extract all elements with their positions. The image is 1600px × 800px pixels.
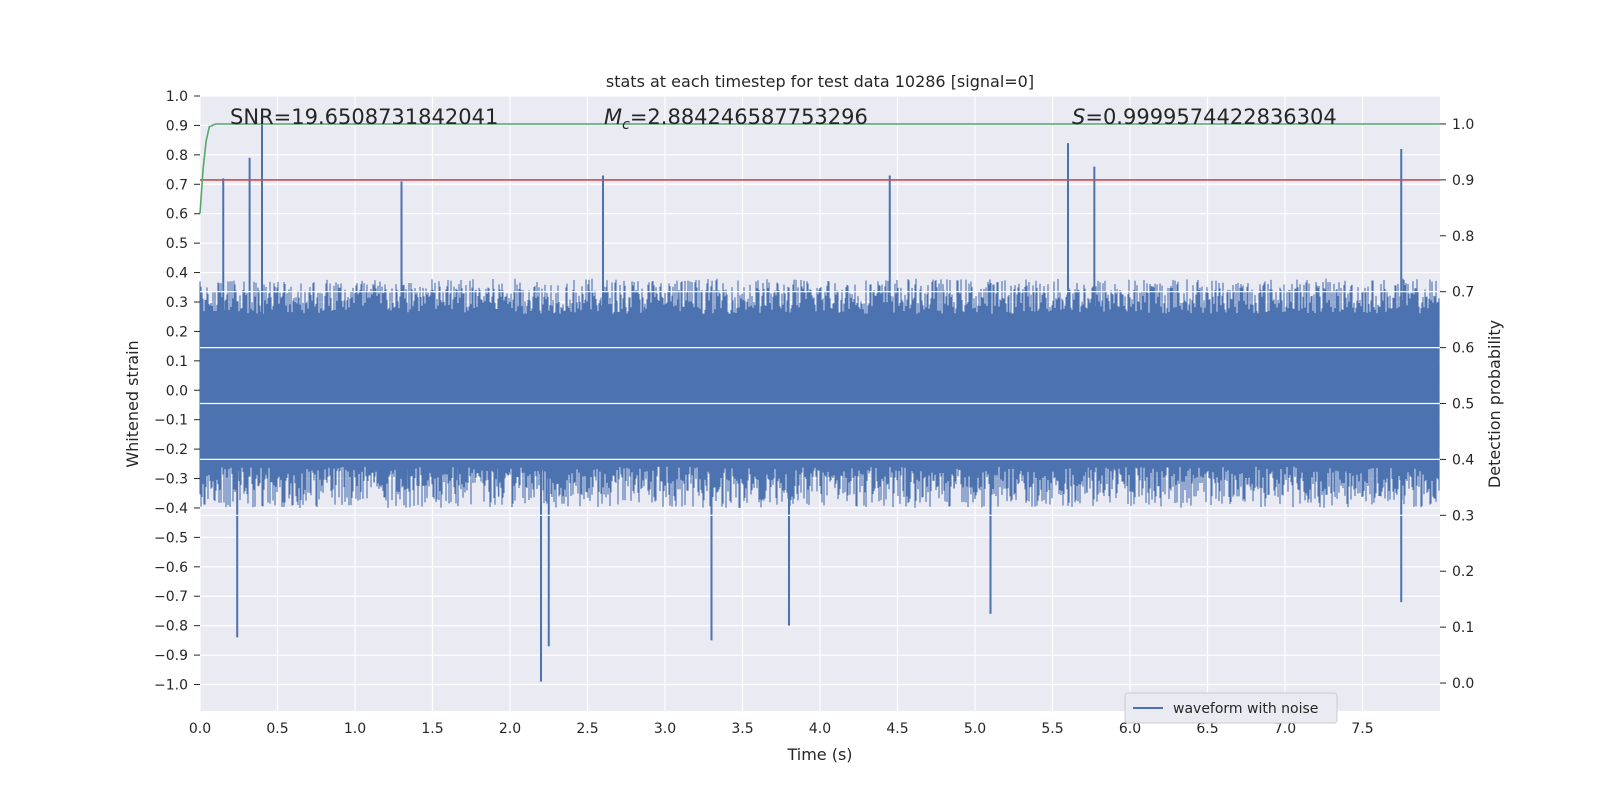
y-left-tick-label: −0.3 (154, 472, 188, 488)
x-tick-label: 4.0 (809, 721, 831, 737)
x-tick-label: 2.0 (499, 721, 521, 737)
y-left-tick-label: −0.1 (154, 413, 188, 429)
y-left-tick-label: 0.2 (166, 324, 188, 340)
y-left-ticks: 1.0 0.9 0.8 0.7 0.6 0.5 0.4 0.3 0.2 0.1 0.0 −0.1 −0.… (154, 89, 200, 694)
mc-subscript: c (622, 117, 630, 133)
x-tick-label: 6.0 (1119, 721, 1141, 737)
y-left-tick-label: −0.2 (154, 442, 188, 458)
y-right-tick-label: 0.0 (1452, 676, 1474, 692)
y-left-tick-label: −0.9 (154, 648, 188, 664)
chart-title: stats at each timestep for test data 102… (606, 72, 1034, 91)
y-left-tick-label: 0.1 (166, 354, 188, 370)
y-left-tick-label: 0.0 (166, 383, 188, 399)
y-right-tick-label: 0.7 (1452, 285, 1474, 301)
y-right-axis-label: Detection probability (1485, 320, 1504, 488)
x-tick-label: 0.0 (189, 721, 211, 737)
s-annotation: S=0.9999574422836304 (1072, 105, 1337, 129)
y-right-tick-label: 0.3 (1452, 508, 1474, 524)
s-value: =0.9999574422836304 (1085, 105, 1336, 129)
y-left-tick-label: 0.4 (166, 266, 188, 282)
x-tick-label: 6.5 (1196, 721, 1218, 737)
x-tick-label: 7.0 (1274, 721, 1296, 737)
legend: waveform with noise (1124, 692, 1338, 724)
y-left-tick-label: 0.3 (166, 295, 188, 311)
x-ticks: 0.0 0.5 1.0 1.5 2.0 2.5 3.0 3.5 4.0 4.5 5.0 5.5 6.0 6… (189, 721, 1374, 737)
y-right-tick-label: 0.6 (1452, 341, 1474, 357)
mc-symbol: M (604, 105, 622, 129)
snr-annotation: SNR=19.6508731842041 (230, 105, 498, 129)
y-left-tick-label: −0.6 (154, 560, 188, 576)
right-axis-lines (199, 123, 1440, 516)
y-left-tick-label: 0.9 (166, 118, 188, 134)
x-tick-label: 5.5 (1041, 721, 1063, 737)
x-tick-label: 3.0 (654, 721, 676, 737)
y-right-tick-label: 0.9 (1452, 173, 1474, 189)
mc-annotation: Mc=2.884246587753296 (604, 105, 868, 133)
y-left-tick-label: 1.0 (166, 89, 188, 105)
x-tick-label: 4.5 (886, 721, 908, 737)
y-left-tick-label: −1.0 (154, 678, 188, 694)
y-right-tick-label: 1.0 (1452, 117, 1474, 133)
legend-label-waveform: waveform with noise (1173, 701, 1318, 717)
detection-probability-line (199, 123, 1440, 214)
y-left-tick-label: −0.8 (154, 619, 188, 635)
y-left-tick-label: −0.5 (154, 530, 188, 546)
y-right-tick-label: 0.8 (1452, 229, 1474, 245)
y-right-tick-label: 0.2 (1452, 564, 1474, 580)
x-tick-label: 1.5 (421, 721, 443, 737)
s-symbol: S (1072, 105, 1085, 129)
y-right-tick-label: 0.5 (1452, 397, 1474, 413)
x-tick-label: 0.5 (266, 721, 288, 737)
x-axis-label: Time (s) (786, 745, 852, 764)
y-right-ticks: 1.0 0.9 0.8 0.7 0.6 0.5 0.4 0.3 0.2 0.1 0.0 (1440, 117, 1474, 692)
y-left-tick-label: 0.8 (166, 148, 188, 164)
x-tick-label: 7.5 (1351, 721, 1373, 737)
y-left-tick-label: −0.7 (154, 589, 188, 605)
legend-box (1124, 692, 1338, 724)
y-left-tick-label: 0.7 (166, 177, 188, 193)
x-tick-label: 3.5 (731, 721, 753, 737)
waveform-series (199, 122, 1440, 682)
x-tick-label: 2.5 (576, 721, 598, 737)
mc-value: =2.884246587753296 (630, 105, 868, 129)
y-left-tick-label: 0.6 (166, 207, 188, 223)
x-tick-label: 5.0 (964, 721, 986, 737)
y-left-tick-label: 0.5 (166, 236, 188, 252)
y-left-axis-label: Whitened strain (123, 340, 142, 467)
x-tick-label: 1.0 (344, 721, 366, 737)
y-right-tick-label: 0.4 (1452, 452, 1474, 468)
y-left-tick-label: −0.4 (154, 501, 188, 517)
y-right-tick-label: 0.1 (1452, 620, 1474, 636)
